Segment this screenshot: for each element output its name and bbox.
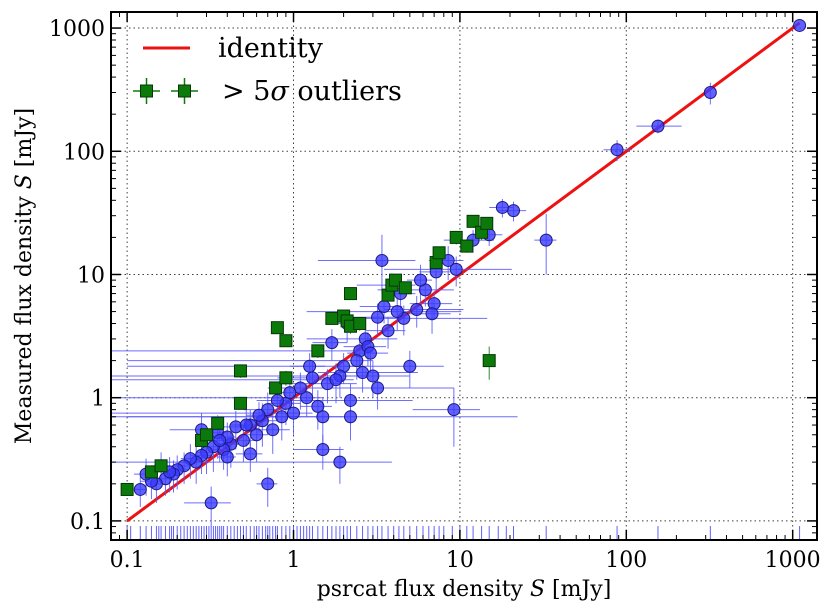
- legend-outlier-label: > 5σ outliers: [222, 76, 402, 107]
- outlier-point: [398, 281, 412, 295]
- tick-labels: 0.1 1 10 100 1000 0.1 1 10 100 1000: [49, 17, 821, 573]
- outlier-point: [432, 246, 446, 260]
- outlier-point: [353, 317, 367, 331]
- legend-identity-label: identity: [218, 33, 324, 64]
- outlier-point: [154, 459, 168, 473]
- pulsar-point: [539, 233, 553, 247]
- pulsar-point: [414, 273, 428, 287]
- pulsar-point: [381, 324, 395, 338]
- pulsar-point: [270, 393, 284, 407]
- pulsar-point: [343, 393, 357, 407]
- outlier-point: [200, 428, 214, 442]
- pulsar-point: [266, 423, 280, 437]
- pulsar-point: [325, 336, 339, 350]
- x-tick-label: 10: [446, 548, 474, 573]
- outlier-point: [269, 381, 283, 395]
- pulsar-point: [239, 418, 253, 432]
- rug-marks: [126, 526, 801, 539]
- pulsar-point: [250, 428, 264, 442]
- pulsar-point: [316, 442, 330, 456]
- pulsar-point: [300, 391, 314, 405]
- pulsar-point: [316, 410, 330, 424]
- pulsar-point: [275, 410, 289, 424]
- x-tick-label: 0.1: [110, 548, 145, 573]
- pulsar-point: [366, 369, 380, 383]
- x-axis-title: psrcat flux density S [mJy]: [317, 577, 612, 602]
- outlier-point: [466, 214, 480, 228]
- pulsar-point: [403, 359, 417, 373]
- outlier-point: [482, 354, 496, 368]
- outlier-point: [120, 482, 134, 496]
- pulsar-point: [449, 262, 463, 276]
- pulsar-point: [243, 447, 257, 461]
- outlier-point: [279, 334, 293, 348]
- x-tick-label: 1000: [765, 548, 821, 573]
- legend: identity > 5σ outliers: [133, 33, 402, 107]
- outlier-point: [270, 321, 284, 335]
- outlier-point: [460, 239, 474, 253]
- axis-ticks: [111, 12, 817, 540]
- pulsar-point: [363, 346, 377, 360]
- outlier-point: [343, 287, 357, 301]
- y-tick-label: 1: [91, 387, 105, 412]
- pulsar-point: [204, 496, 218, 510]
- pulsar-point: [390, 305, 404, 319]
- outlier-point: [449, 230, 463, 244]
- pulsar-point: [793, 18, 807, 32]
- pulsar-point: [343, 410, 357, 424]
- pulsar-point: [283, 386, 297, 400]
- pulsar-point: [220, 450, 234, 464]
- pulsar-point: [377, 299, 391, 313]
- y-tick-label: 0.1: [70, 510, 105, 535]
- pulsar-point: [447, 403, 461, 417]
- outlier-point: [388, 273, 402, 287]
- pulsar-point: [261, 477, 275, 491]
- pulsar-point: [371, 381, 385, 395]
- outlier-point: [325, 311, 339, 325]
- y-tick-label: 1000: [49, 17, 105, 42]
- outlier-point: [233, 396, 247, 410]
- legend-outlier-swatch: [133, 78, 198, 104]
- pulsar-point: [252, 408, 266, 422]
- pulsar-point: [375, 253, 389, 267]
- pulsar-point: [507, 204, 521, 218]
- pulsar-point: [236, 433, 250, 447]
- pulsar-point: [329, 373, 343, 387]
- pulsar-point: [703, 85, 717, 99]
- pulsar-point: [229, 420, 243, 434]
- pulsar-point: [350, 354, 364, 368]
- outlier-point: [311, 344, 325, 358]
- pulsar-point: [213, 433, 227, 447]
- outlier-point: [279, 371, 293, 385]
- x-tick-label: 100: [605, 548, 647, 573]
- pulsar-point: [333, 455, 347, 469]
- x-tick-label: 1: [287, 548, 301, 573]
- pulsar-point: [287, 406, 301, 420]
- pulsar-point: [293, 381, 307, 395]
- pulsar-point: [651, 119, 665, 133]
- pulsar-point: [133, 482, 147, 496]
- y-tick-label: 100: [63, 140, 105, 165]
- plot-frame: [110, 11, 818, 541]
- pulsar-point: [425, 307, 439, 321]
- pulsar-point: [610, 143, 624, 157]
- pulsar-point: [371, 310, 385, 324]
- outlier-point: [233, 364, 247, 378]
- pulsar-point: [495, 200, 509, 214]
- data-points: [120, 18, 807, 510]
- outlier-point: [211, 416, 225, 430]
- y-tick-label: 10: [77, 263, 105, 288]
- pulsar-point: [410, 302, 424, 316]
- pulsar-point: [311, 399, 325, 413]
- pulsar-point: [303, 359, 317, 373]
- pulsar-point: [305, 371, 319, 385]
- outlier-point: [480, 216, 494, 230]
- y-axis-title: Measured flux density S [mJy]: [12, 108, 37, 444]
